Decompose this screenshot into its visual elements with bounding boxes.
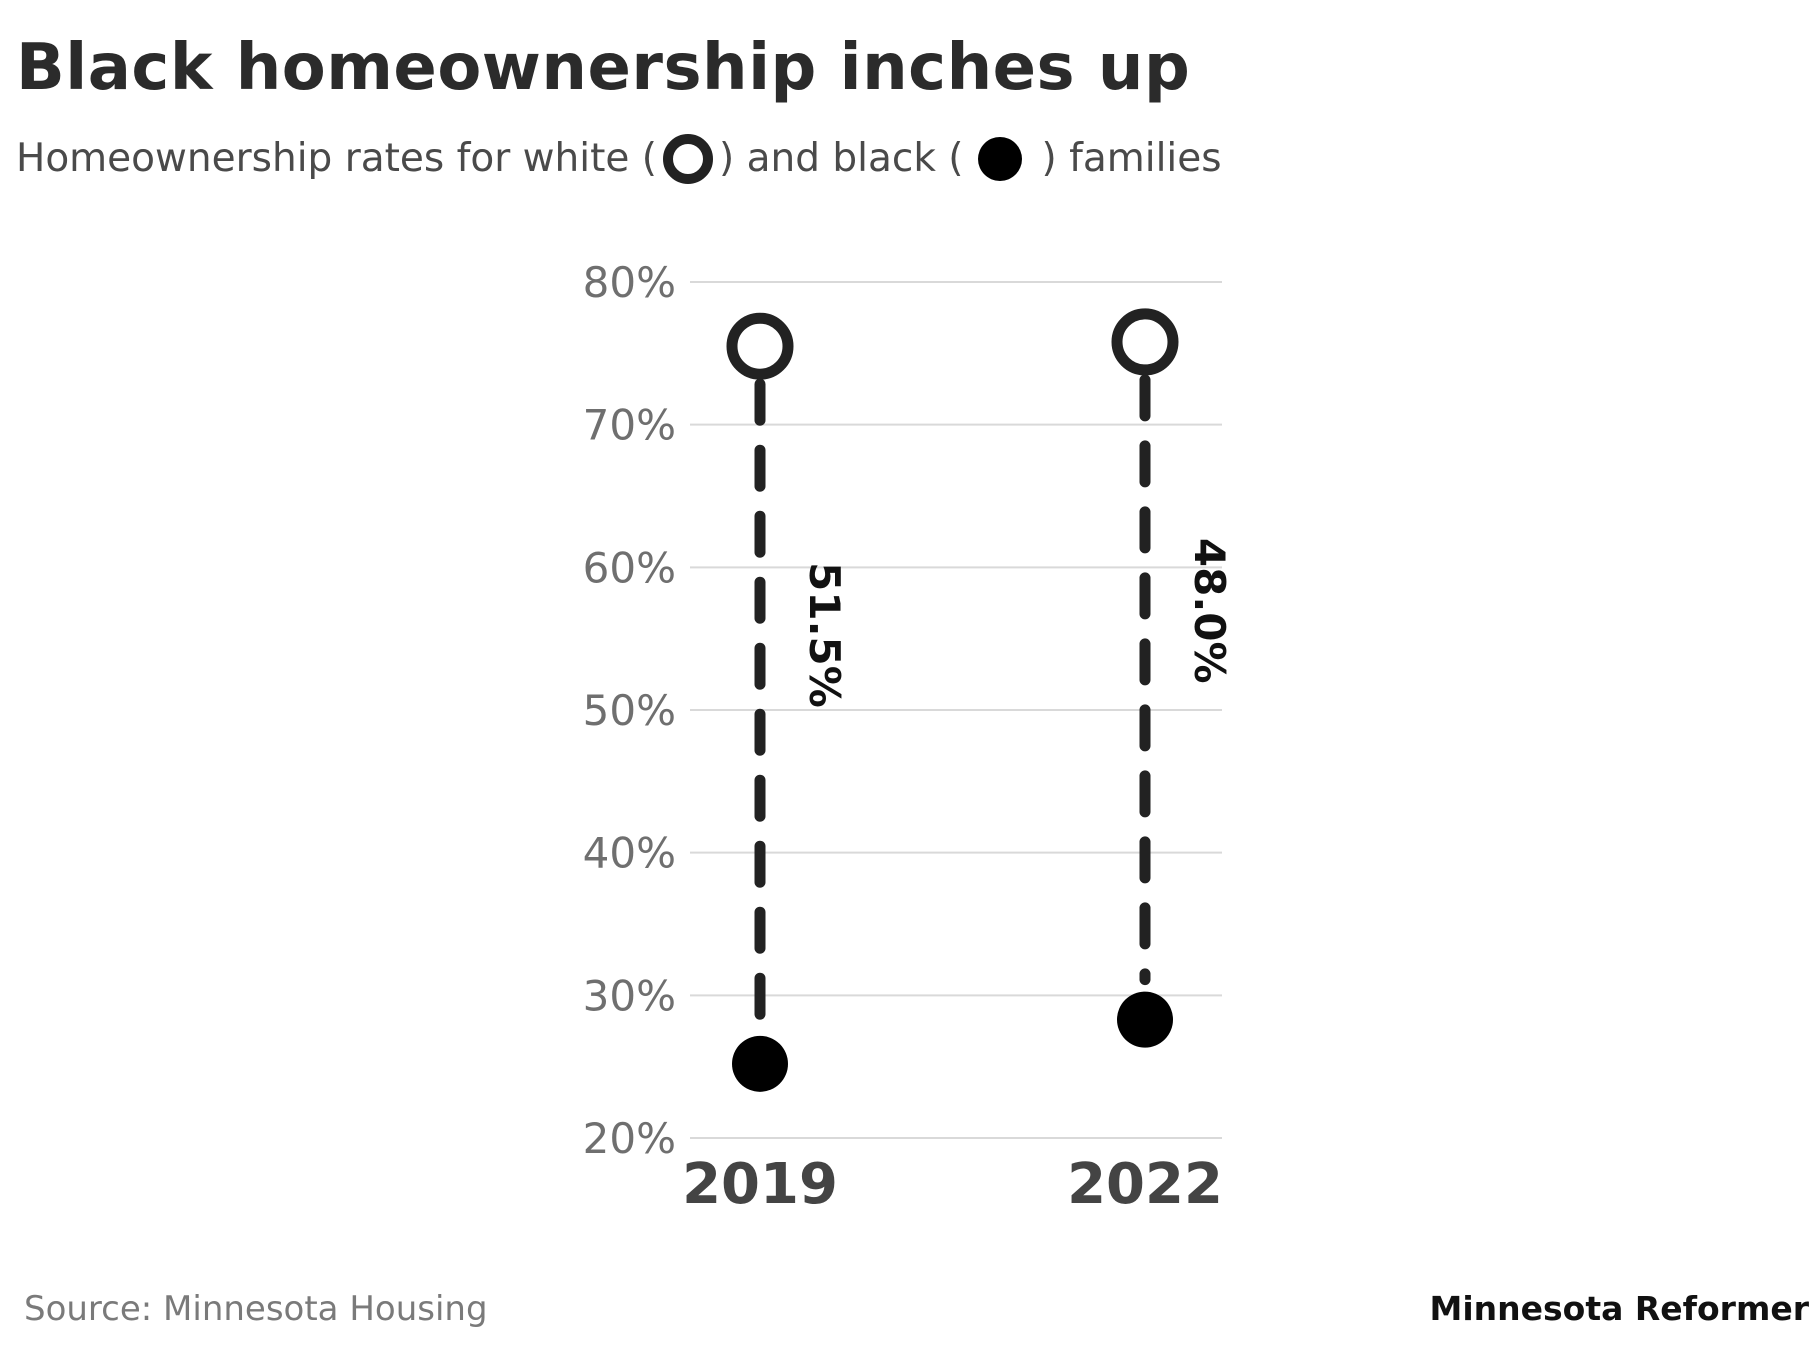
chart-title: Black homeownership inches up — [16, 31, 1191, 105]
source-note: Source: Minnesota Housing — [24, 1289, 488, 1329]
y-tick-label-40: 40% — [583, 829, 676, 878]
subtitle-text-middle: ) and black ( — [719, 136, 964, 181]
black-marker-2022 — [1117, 991, 1173, 1048]
x-category-label-2019: 2019 — [682, 1152, 838, 1217]
subtitle-text-end: ) families — [1041, 136, 1222, 181]
publisher-credit: Minnesota Reformer — [1429, 1289, 1809, 1328]
x-axis-category-labels: 2019 2022 — [682, 1152, 1223, 1217]
markers — [726, 308, 1179, 1092]
y-tick-label-20: 20% — [583, 1114, 676, 1163]
black-marker-2019 — [732, 1035, 788, 1092]
gap-labels: 51.5% 48.0% — [800, 538, 1234, 708]
legend-black-marker-icon — [977, 137, 1022, 181]
subtitle-text-start: Homeownership rates for white ( — [16, 136, 658, 181]
gap-label-2022: 48.0% — [1185, 538, 1234, 684]
y-tick-label-80: 80% — [583, 258, 676, 307]
white-marker-2019 — [726, 312, 794, 380]
legend-white-marker-icon — [663, 134, 714, 184]
y-tick-label-60: 60% — [583, 543, 676, 592]
gap-label-2019: 51.5% — [800, 562, 849, 708]
x-category-label-2022: 2022 — [1067, 1152, 1223, 1217]
y-axis-tick-labels: 20% 30% 40% 50% 60% 70% 80% — [583, 258, 676, 1163]
y-tick-label-30: 30% — [583, 971, 676, 1020]
connectors — [754, 374, 1151, 1030]
white-marker-2022 — [1111, 308, 1179, 376]
gridlines — [690, 281, 1222, 1139]
y-tick-label-50: 50% — [583, 686, 676, 735]
chart-subtitle: Homeownership rates for white ( ) and bl… — [16, 134, 1222, 184]
y-tick-label-70: 70% — [583, 401, 676, 450]
